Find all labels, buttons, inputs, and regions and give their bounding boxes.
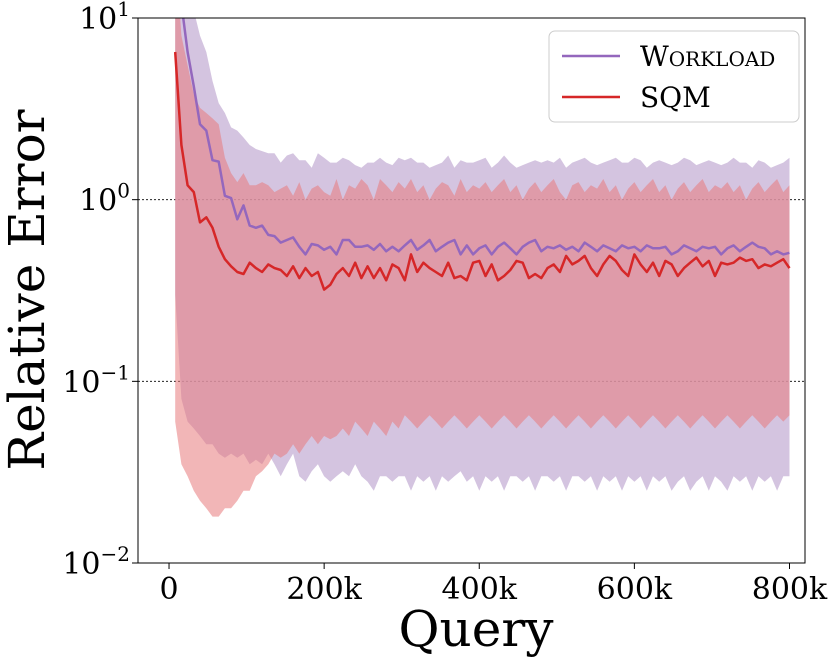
x-tick-label-2: 400k	[442, 572, 518, 607]
y-tick-label-2: 100	[79, 179, 130, 219]
line-workload	[181, 18, 790, 256]
y-tick-label-3: 101	[79, 0, 130, 37]
legend: Workload SQM	[548, 30, 800, 123]
x-tick-label-1: 200k	[286, 572, 362, 607]
x-tick-label-0: 0	[159, 572, 178, 607]
y-tick-label-1: 10−1	[62, 360, 130, 400]
y-axis-ticks: 10−2 10−1 100 101	[62, 0, 138, 582]
y-axis-title: Relative Error	[0, 109, 56, 470]
x-tick-label-4: 800k	[752, 572, 828, 607]
series-lines	[173, 18, 791, 291]
x-axis-title: Query	[399, 600, 555, 658]
x-tick-label-3: 600k	[597, 572, 673, 607]
legend-label-sqm: SQM	[640, 81, 711, 114]
line-sqm	[173, 51, 791, 291]
legend-label-workload: Workload	[640, 40, 775, 73]
legend-box	[548, 30, 800, 123]
x-axis-ticks: 0 200k 400k 600k 800k	[159, 563, 828, 607]
y-tick-label-0: 10−2	[62, 542, 130, 582]
plot-frame	[137, 17, 806, 564]
